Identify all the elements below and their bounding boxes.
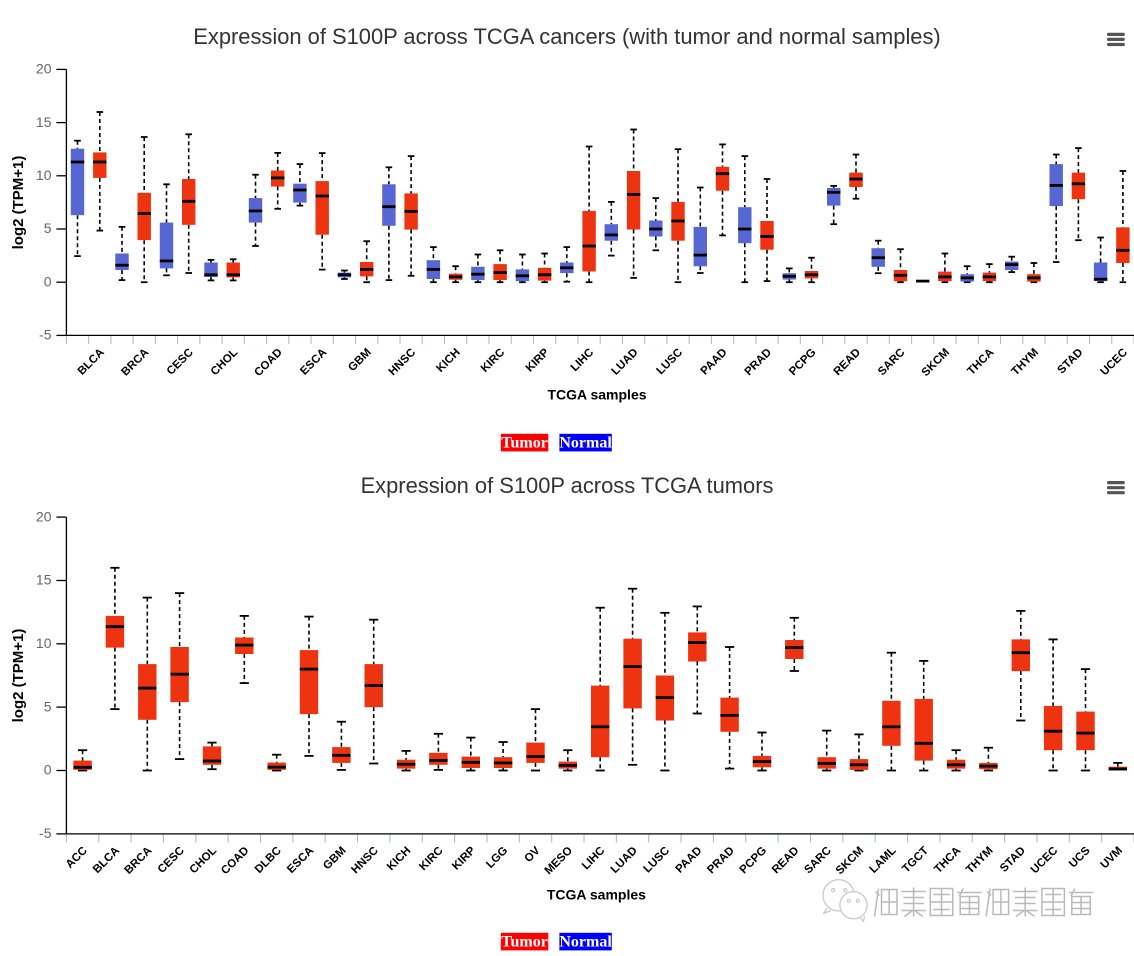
svg-text:LIHC: LIHC xyxy=(569,347,596,374)
svg-text:Expression of S100P across TCG: Expression of S100P across TCGA cancers … xyxy=(193,24,940,49)
svg-text:PRAD: PRAD xyxy=(705,845,737,877)
svg-text:LUSC: LUSC xyxy=(654,347,685,378)
svg-text:5: 5 xyxy=(44,220,52,236)
svg-text:THCA: THCA xyxy=(965,347,996,378)
svg-text:CHOL: CHOL xyxy=(188,845,220,877)
svg-text:STAD: STAD xyxy=(1056,347,1086,377)
svg-text:DLBC: DLBC xyxy=(253,845,284,876)
svg-text:PAAD: PAAD xyxy=(699,347,730,378)
svg-text:THCA: THCA xyxy=(932,845,963,876)
svg-text:CESC: CESC xyxy=(156,845,187,876)
svg-text:10: 10 xyxy=(36,167,52,183)
svg-text:READ: READ xyxy=(770,845,802,877)
svg-text:THYM: THYM xyxy=(964,845,996,877)
svg-text:15: 15 xyxy=(36,572,52,588)
svg-text:PCPG: PCPG xyxy=(738,845,770,877)
svg-text:COAD: COAD xyxy=(219,845,251,877)
svg-text:LIHC: LIHC xyxy=(580,845,607,872)
svg-text:LUAD: LUAD xyxy=(610,347,641,378)
svg-text:KIRC: KIRC xyxy=(479,347,507,375)
svg-text:Normal: Normal xyxy=(559,933,612,950)
svg-text:Expression of S100P across TCG: Expression of S100P across TCGA tumors xyxy=(361,473,774,498)
svg-text:SARC: SARC xyxy=(802,845,834,877)
svg-text:TCGA samples: TCGA samples xyxy=(547,387,646,403)
svg-text:-5: -5 xyxy=(39,327,52,343)
svg-text:Normal: Normal xyxy=(559,434,612,451)
svg-text:ACC: ACC xyxy=(64,845,90,871)
svg-text:ESCA: ESCA xyxy=(298,347,329,378)
svg-text:BLCA: BLCA xyxy=(91,845,122,876)
svg-text:READ: READ xyxy=(832,347,864,379)
svg-text:THYM: THYM xyxy=(1009,347,1041,379)
svg-text:15: 15 xyxy=(36,114,52,130)
svg-text:PAAD: PAAD xyxy=(674,845,705,876)
svg-text:UCEC: UCEC xyxy=(1098,347,1130,379)
svg-text:KICH: KICH xyxy=(385,845,413,873)
svg-text:LGG: LGG xyxy=(484,845,510,871)
svg-text:Tumor: Tumor xyxy=(501,434,548,451)
svg-text:TCGA samples: TCGA samples xyxy=(547,887,646,903)
svg-text:UCEC: UCEC xyxy=(1029,845,1061,877)
svg-text:UVM: UVM xyxy=(1098,845,1125,872)
svg-text:5: 5 xyxy=(44,698,52,714)
svg-text:HNSC: HNSC xyxy=(349,845,381,877)
svg-text:HNSC: HNSC xyxy=(387,347,419,379)
svg-text:GBM: GBM xyxy=(346,347,373,374)
svg-text:ESCA: ESCA xyxy=(285,845,316,876)
svg-text:KIRP: KIRP xyxy=(450,845,478,873)
svg-text:20: 20 xyxy=(36,61,52,77)
svg-text:0: 0 xyxy=(44,762,52,778)
svg-text:CHOL: CHOL xyxy=(209,347,241,379)
svg-text:Tumor: Tumor xyxy=(501,933,548,950)
svg-text:CESC: CESC xyxy=(165,347,196,378)
svg-text:OV: OV xyxy=(522,845,542,865)
svg-text:STAD: STAD xyxy=(998,845,1028,875)
svg-text:BRCA: BRCA xyxy=(119,347,151,379)
svg-text:0: 0 xyxy=(44,273,52,289)
svg-text:-5: -5 xyxy=(39,825,52,841)
svg-text:10: 10 xyxy=(36,635,52,651)
svg-text:log2 (TPM+1): log2 (TPM+1) xyxy=(10,156,27,250)
svg-text:SKCM: SKCM xyxy=(834,845,866,877)
svg-text:LUAD: LUAD xyxy=(609,845,640,876)
svg-text:SKCM: SKCM xyxy=(920,347,952,379)
svg-text:20: 20 xyxy=(36,508,52,524)
svg-text:PRAD: PRAD xyxy=(743,347,775,379)
svg-text:LUSC: LUSC xyxy=(641,845,672,876)
svg-text:BRCA: BRCA xyxy=(123,845,155,877)
svg-text:UCS: UCS xyxy=(1067,845,1093,871)
svg-text:GBM: GBM xyxy=(321,845,348,872)
svg-text:KIRC: KIRC xyxy=(417,845,445,873)
svg-text:TGCT: TGCT xyxy=(900,845,931,876)
svg-text:log2 (TPM+1): log2 (TPM+1) xyxy=(10,629,27,723)
svg-text:MESO: MESO xyxy=(543,845,575,877)
svg-text:BLCA: BLCA xyxy=(76,347,107,378)
svg-text:KICH: KICH xyxy=(434,347,462,375)
svg-text:COAD: COAD xyxy=(252,347,284,379)
svg-text:KIRP: KIRP xyxy=(524,346,552,374)
svg-text:LAML: LAML xyxy=(868,845,899,876)
svg-text:PCPG: PCPG xyxy=(787,346,819,378)
svg-text:SARC: SARC xyxy=(876,347,908,379)
